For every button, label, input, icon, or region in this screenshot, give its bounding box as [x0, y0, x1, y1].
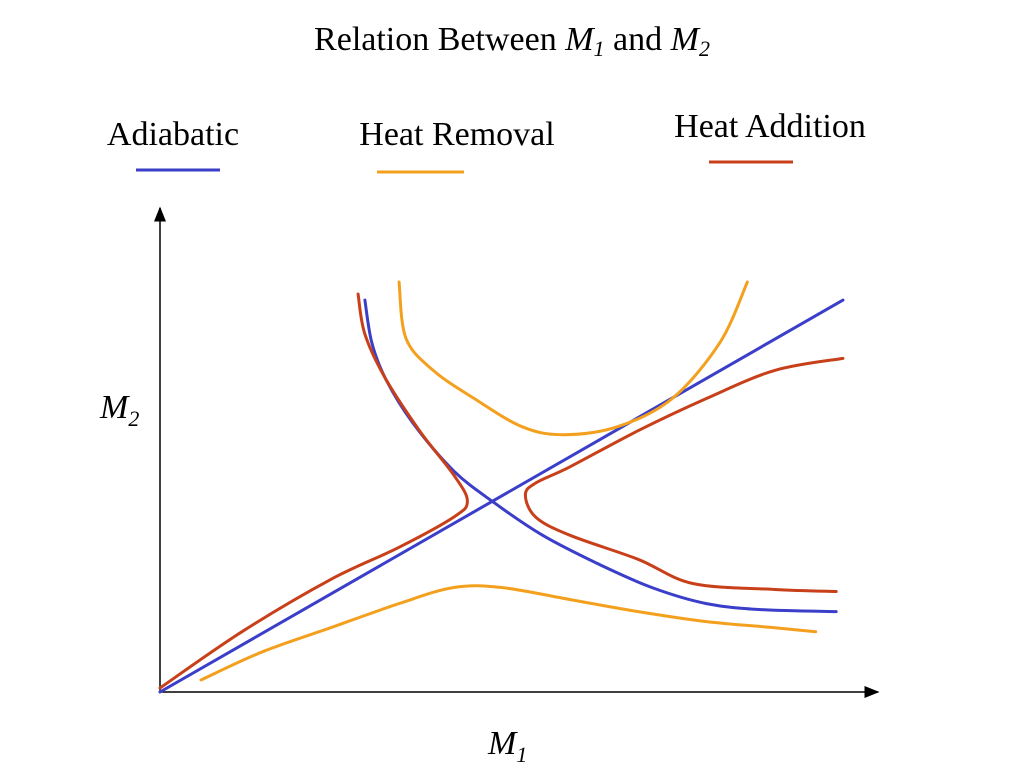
series-line-adiabatic-2: [363, 298, 838, 614]
legend-label-heat-addition: Heat Addition: [674, 108, 866, 145]
chart-title-var2: M: [670, 21, 701, 58]
x-axis-label: M1: [487, 725, 527, 767]
y-axis-label: M2: [99, 389, 139, 431]
chart-title-middle: and: [605, 21, 671, 58]
series-line-adiabatic-1: [158, 298, 845, 694]
chart-title-var1: M: [564, 21, 595, 58]
legend-label-adiabatic: Adiabatic: [107, 116, 239, 153]
series-line-heat-removal-1: [397, 280, 749, 437]
series-line-heat-removal-2: [199, 584, 818, 682]
series-line-heat-addition-2: [523, 356, 845, 593]
series-line-heat-addition-1: [158, 292, 469, 690]
legend-label-heat-removal: Heat Removal: [359, 116, 554, 153]
chart-title-prefix: Relation Between: [314, 21, 565, 58]
legend: Adiabatic Heat Removal Heat Addition: [107, 108, 866, 174]
chart-title-var2-sub: 2: [699, 36, 710, 61]
curves-group: [158, 280, 845, 694]
chart-title-var1-sub: 1: [594, 36, 605, 61]
chart-title: Relation Between M1 and M2: [314, 21, 710, 61]
